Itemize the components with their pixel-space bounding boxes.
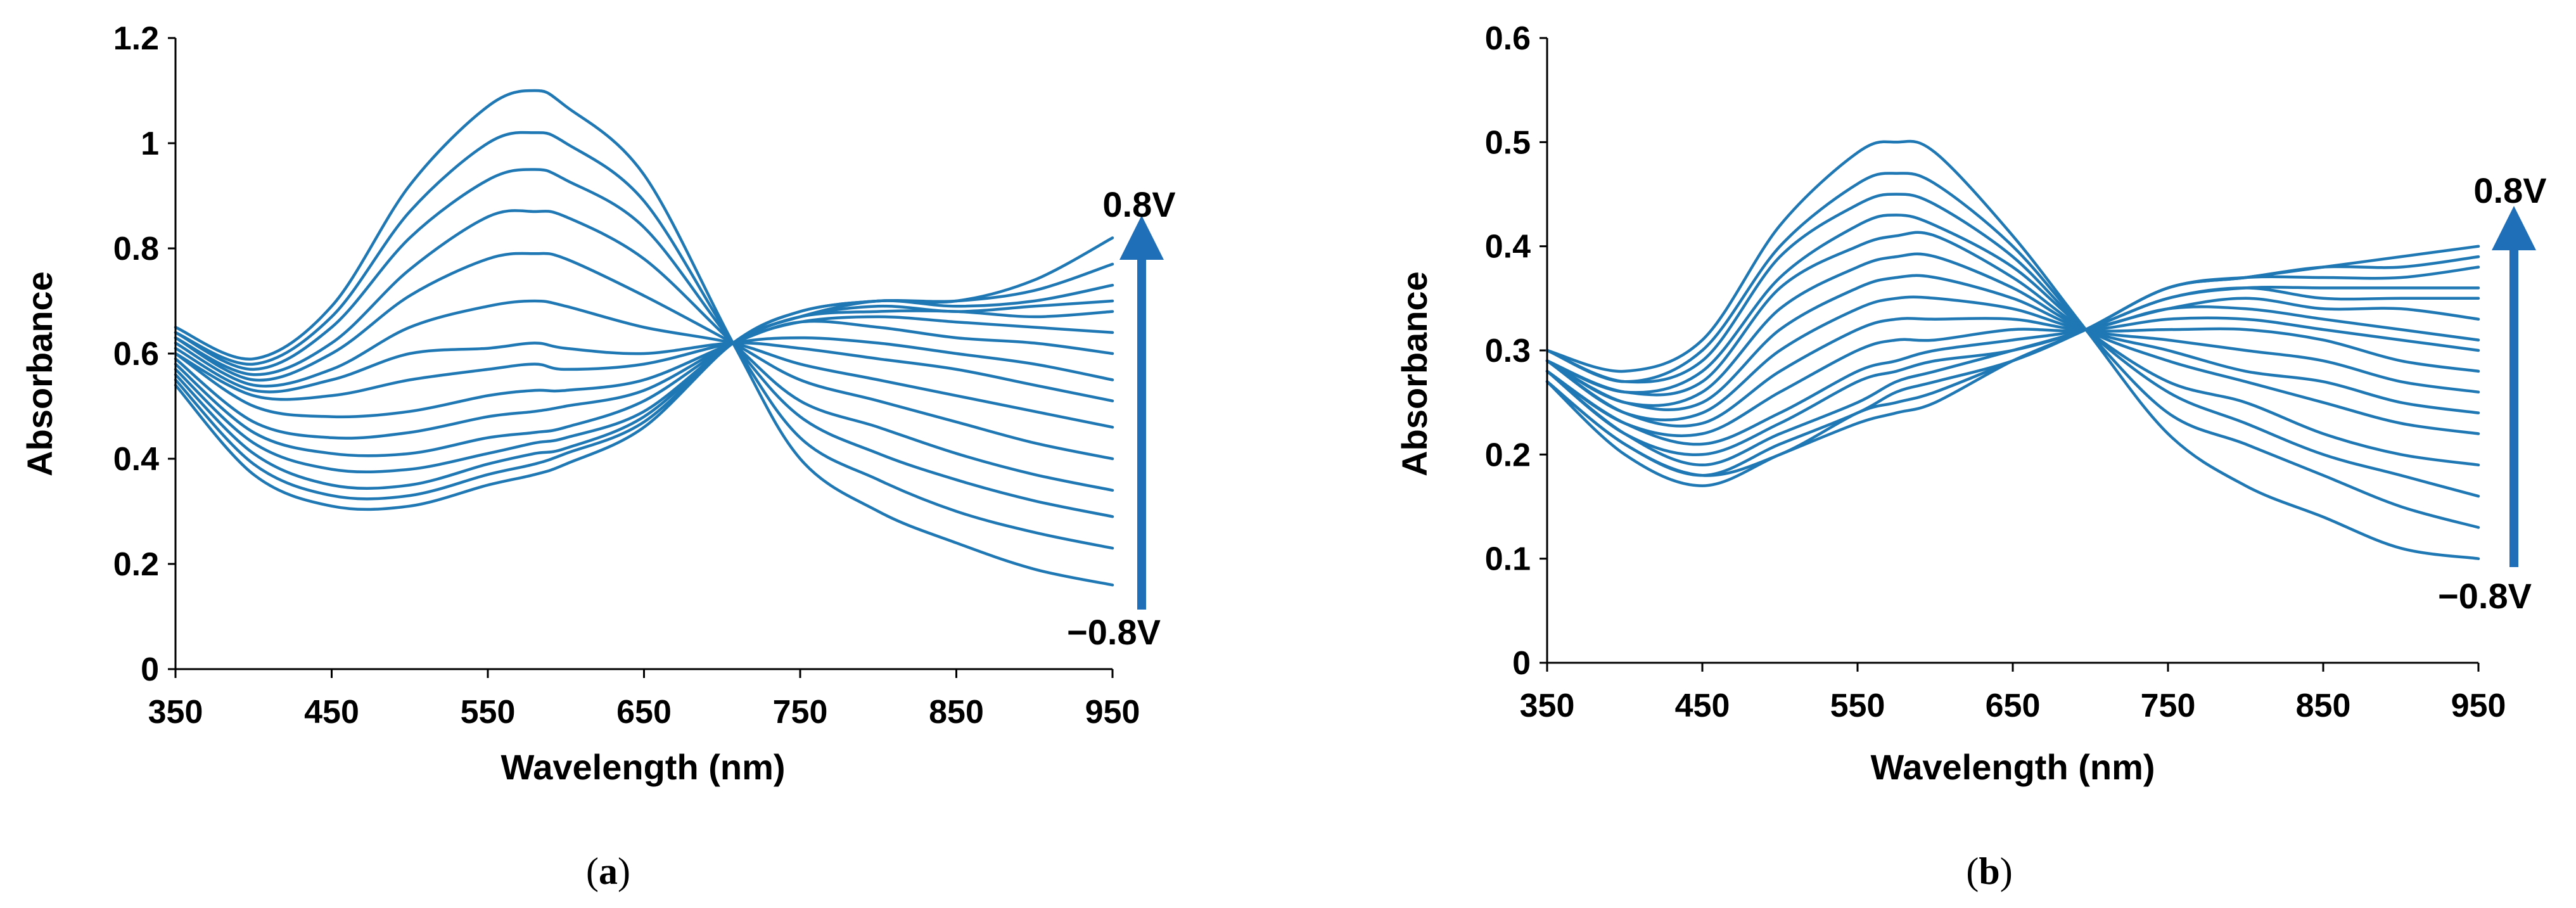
panel-a-y-tick-label: 0.8: [113, 231, 159, 267]
panel-a-x-axis-title: Wavelength (nm): [501, 747, 785, 787]
panel-a-x-ticks: 350 450 550 650 750 850 950: [148, 669, 1140, 731]
panel-a-y-tick-label: 0.2: [113, 546, 159, 583]
panel-b-x-tick-label: 750: [2141, 687, 2196, 724]
panel-b-spectrum-line-5: [1545, 286, 2480, 456]
panel-a-voltage-bottom-label: −0.8V: [1067, 612, 1161, 652]
panel-a-y-ticks: 0 0.2 0.4 0.6 0.8 1 1.2: [113, 20, 175, 688]
panel-a-y-tick-label: 0.6: [113, 336, 159, 373]
panel-a-x-tick-label: 850: [929, 694, 984, 731]
panel-b-y-tick-label: 0.3: [1485, 333, 1531, 369]
panel-b-spectrum-line-14: [1545, 193, 2480, 498]
panel-a-caption: (a): [586, 850, 630, 892]
panel-b-y-tick-label: 0.4: [1485, 229, 1531, 265]
panel-a-x-tick-label: 350: [148, 694, 203, 731]
panel-a-spectrum-line-15: [174, 89, 1114, 587]
panel-b-spectrum-line-8: [1545, 316, 2480, 428]
panel-a-y-tick-label: 1: [141, 125, 159, 162]
panel-a-y-tick-label: 1.2: [113, 20, 159, 57]
panel-b-y-tick-label: 0.6: [1485, 20, 1531, 57]
panel-b-voltage-bottom-label: −0.8V: [2438, 576, 2532, 616]
panel-a-spectrum-line-12: [174, 209, 1114, 492]
panel-a-x-tick-label: 750: [773, 694, 828, 731]
panel-a-caption-open: (: [586, 850, 599, 892]
panel-b-caption: (b): [1966, 850, 2012, 892]
panel-a-y-axis-title: Absorbance: [20, 271, 60, 476]
panel-a-chart: Absorbance 0 0.2 0.4 0.6 0.8 1 1.2 350 450 550 65…: [20, 20, 1176, 892]
panel-b-caption-letter: b: [1979, 850, 1999, 892]
panel-b-y-tick-label: 0.1: [1485, 541, 1531, 578]
panel-a-x-tick-label: 550: [461, 694, 516, 731]
panel-a-caption-letter: a: [599, 850, 618, 892]
panel-b-spectrum-line-6: [1545, 297, 2480, 446]
panel-a-spectrum-line-14: [174, 131, 1114, 550]
panel-a-spectrum-line-8: [174, 336, 1114, 401]
panel-a-voltage-top-label: 0.8V: [1102, 184, 1175, 224]
panel-b-spectrum-line-11: [1545, 252, 2480, 414]
panel-b-x-ticks: 350 450 550 650 750 850 950: [1520, 663, 2506, 724]
panel-b-x-tick-label: 850: [2296, 687, 2351, 724]
panel-b-spectrum-line-12: [1545, 231, 2480, 435]
panel-a-spectrum-line-13: [174, 168, 1114, 518]
panel-a-x-tick-label: 450: [304, 694, 359, 731]
panel-a-spectrum-line-3: [174, 283, 1114, 490]
panel-a-x-tick-label: 650: [616, 694, 672, 731]
panel-b-spectrum-line-9: [1545, 295, 2480, 422]
panel-b-x-tick-label: 650: [1986, 687, 2041, 724]
panel-a-spectrum-line-6: [174, 315, 1114, 440]
panel-b-caption-open: (: [1966, 850, 1979, 892]
panel-a-spectrum-line-11: [174, 252, 1114, 461]
panel-b-y-tick-label: 0.2: [1485, 437, 1531, 473]
panel-b-y-tick-label: 0.5: [1485, 124, 1531, 161]
panel-a-spectrum-line-2: [174, 262, 1114, 501]
panel-b-x-axis-title: Wavelength (nm): [1870, 747, 2155, 787]
panel-b-spectrum-line-16: [1545, 139, 2480, 560]
panel-b-y-axis-title: Absorbance: [1394, 271, 1434, 476]
panel-b-spectrum-line-7: [1545, 305, 2480, 437]
panel-b-caption-close: ): [2000, 850, 2013, 892]
panel-a-spectrum-line-7: [174, 319, 1114, 419]
panel-b-spectrum-line-15: [1545, 172, 2480, 529]
panel-b-voltage-top-label: 0.8V: [2473, 170, 2546, 210]
panel-a-caption-close: ): [618, 850, 630, 892]
panel-a-y-tick-label: 0.4: [113, 441, 159, 478]
panel-b-spectrum-line-13: [1545, 214, 2480, 467]
panel-a-series: [174, 89, 1114, 587]
panel-a-spectrum-line-10: [174, 299, 1114, 429]
panel-b-x-tick-label: 950: [2451, 687, 2506, 724]
panel-b-spectrum-line-3: [1545, 265, 2480, 477]
panel-b-spectrum-line-4: [1545, 285, 2480, 467]
panel-b-x-tick-label: 550: [1830, 687, 1885, 724]
panel-b-y-tick-label: 0: [1512, 645, 1531, 682]
panel-a-spectrum-line-9: [174, 341, 1114, 402]
panel-b-spectrum-line-10: [1545, 274, 2480, 411]
panel-a-x-tick-label: 950: [1085, 694, 1140, 731]
panel-b-y-ticks: 0 0.1 0.2 0.3 0.4 0.5 0.6: [1485, 20, 1547, 682]
panel-a-spectrum-line-5: [174, 309, 1114, 457]
panel-b-x-tick-label: 350: [1520, 687, 1575, 724]
panel-b-series: [1545, 139, 2480, 560]
panel-b-x-tick-label: 450: [1675, 687, 1730, 724]
panel-b-chart: Absorbance 0 0.1 0.2 0.3 0.4 0.5 0.6 350 450 550…: [1394, 20, 2547, 892]
panel-a-y-tick-label: 0: [141, 651, 159, 688]
